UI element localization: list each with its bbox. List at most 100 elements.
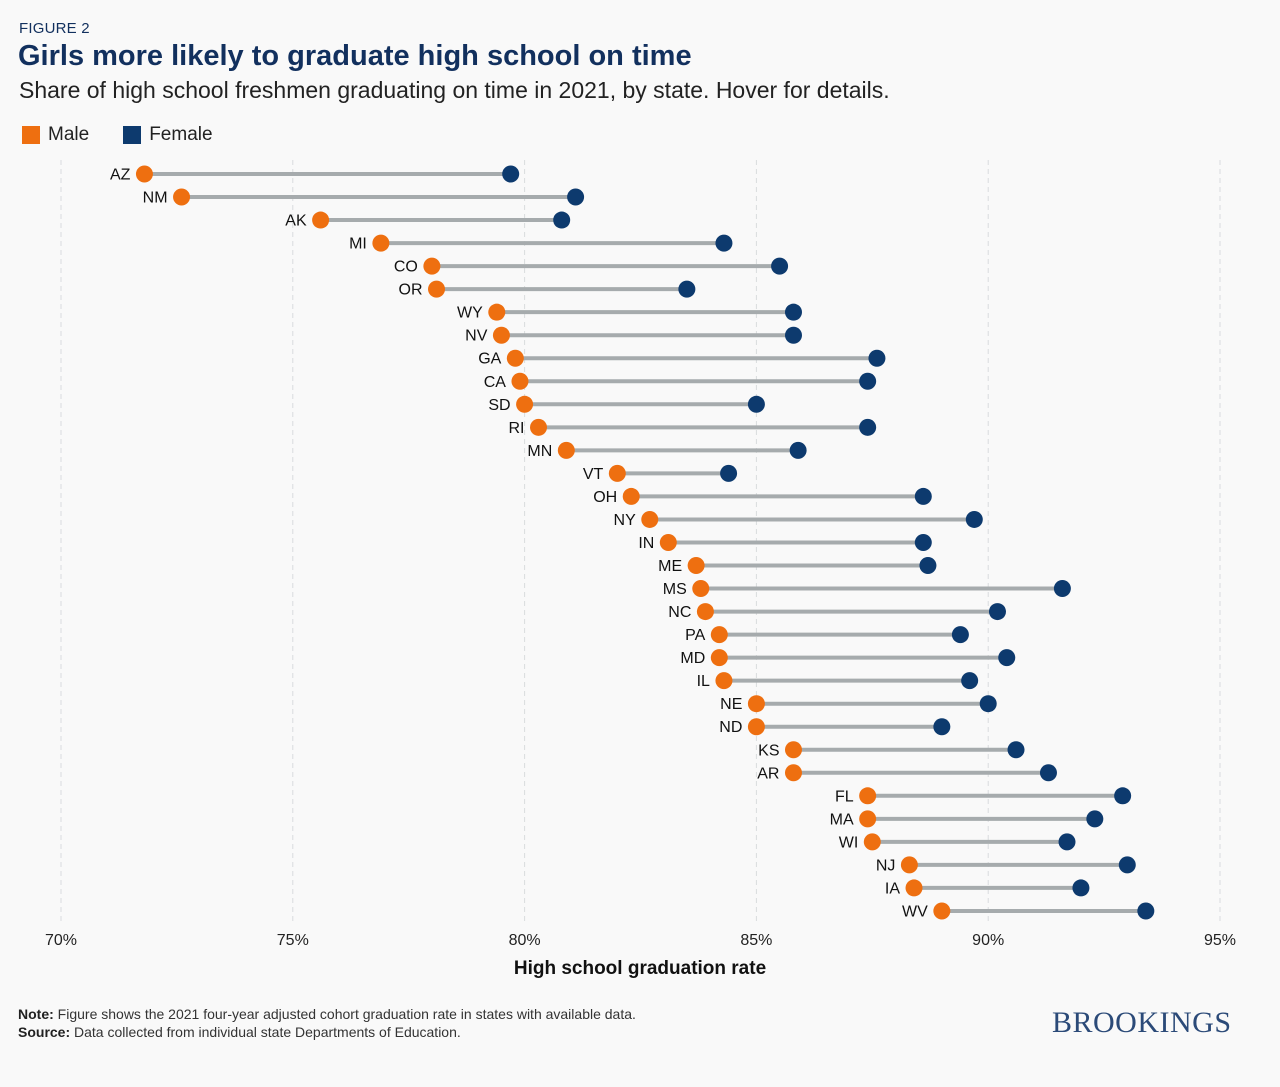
female-point <box>1053 580 1071 598</box>
female-point <box>553 211 571 229</box>
dumbbell-row: IA <box>885 879 1090 897</box>
dumbbell-row: AZ <box>110 165 520 184</box>
legend-swatch-female <box>123 126 142 144</box>
legend-label-female: Female <box>149 124 213 145</box>
dumbbell-row: WY <box>457 303 802 322</box>
dumbbell-row: MI <box>349 234 733 253</box>
female-point <box>914 533 932 551</box>
dumbbell-row: MA <box>830 810 1104 828</box>
legend-label-male: Male <box>48 124 90 145</box>
male-point <box>696 603 714 621</box>
dumbbell-row: SD <box>488 395 765 414</box>
state-label: IA <box>885 880 900 897</box>
dumbbell-row: AR <box>757 764 1057 782</box>
male-point <box>859 810 877 828</box>
male-point <box>784 741 802 759</box>
legend-item-female: Female <box>123 124 213 146</box>
dumbbell-row: MD <box>680 649 1016 667</box>
state-label: PA <box>685 627 705 644</box>
male-point <box>516 395 534 413</box>
source-label: Source: <box>18 1024 71 1040</box>
chart-title: Girls more likely to graduate high schoo… <box>18 40 692 72</box>
dumbbell-row: CA <box>484 372 877 391</box>
x-tick-label: 70% <box>45 932 77 949</box>
state-label: ME <box>658 558 682 575</box>
male-point <box>784 764 802 782</box>
x-axis-title: High school graduation rate <box>513 958 767 979</box>
female-point <box>771 257 789 275</box>
female-point <box>979 695 997 713</box>
state-label: NV <box>465 328 488 345</box>
male-point <box>511 372 529 390</box>
dumbbell-row: NC <box>668 603 1006 621</box>
gridlines <box>60 160 1221 922</box>
state-label: MD <box>680 650 705 667</box>
male-point <box>863 833 881 851</box>
state-label: VT <box>583 466 604 483</box>
male-point <box>312 211 330 229</box>
figure-kicker: FIGURE 2 <box>19 20 90 37</box>
male-point <box>933 902 951 920</box>
source-text: Data collected from individual state Dep… <box>70 1024 461 1040</box>
state-label: IN <box>638 535 654 552</box>
male-point <box>747 718 765 736</box>
male-point <box>859 787 877 805</box>
note-text: Figure shows the 2021 four-year adjusted… <box>53 1006 636 1022</box>
female-point <box>720 464 738 482</box>
female-point <box>502 165 520 183</box>
note-line: Note: Figure shows the 2021 four-year ad… <box>18 1005 636 1023</box>
dumbbell-row: NY <box>614 510 983 529</box>
male-point <box>687 557 705 575</box>
state-label: NM <box>143 190 168 207</box>
x-tick-label: 80% <box>509 932 541 949</box>
male-point <box>747 695 765 713</box>
state-label: KS <box>758 742 779 759</box>
state-label: MI <box>349 236 367 253</box>
legend-swatch-male <box>22 126 40 144</box>
dumbbell-row: KS <box>758 741 1025 759</box>
male-point <box>710 626 728 644</box>
dumbbell-row: NV <box>465 326 802 345</box>
state-label: NC <box>668 604 691 621</box>
male-point <box>488 303 506 321</box>
male-point <box>506 349 524 367</box>
dumbbell-row: WI <box>839 833 1076 851</box>
legend: Male Female <box>22 124 247 146</box>
dumbbell-row: FL <box>835 787 1132 805</box>
female-point <box>998 649 1016 667</box>
female-point <box>965 510 983 528</box>
female-point <box>1137 902 1155 920</box>
male-point <box>372 234 390 252</box>
state-label: WV <box>902 903 928 920</box>
state-label: MA <box>830 811 854 828</box>
male-point <box>135 165 153 183</box>
male-point <box>692 580 710 598</box>
male-point <box>710 649 728 667</box>
female-point <box>1086 810 1104 828</box>
state-label: MN <box>527 443 552 460</box>
dumbbell-row: MN <box>527 441 807 460</box>
dumbbell-row: AK <box>285 211 571 230</box>
state-label: RI <box>509 420 525 437</box>
female-point <box>914 487 932 505</box>
state-label: CO <box>394 259 418 276</box>
state-label: OR <box>399 282 423 299</box>
female-point <box>567 188 585 206</box>
male-point <box>423 257 441 275</box>
chart-notes: Note: Figure shows the 2021 four-year ad… <box>18 1005 636 1041</box>
female-point <box>784 326 802 344</box>
dumbbell-row: PA <box>685 626 969 644</box>
x-axis-ticks: 70% 75% 80% 85% 90% 95% <box>45 932 1236 949</box>
female-point <box>919 557 937 575</box>
state-label: NY <box>614 512 637 529</box>
male-point <box>905 879 923 897</box>
male-point <box>428 280 446 298</box>
brookings-logo: BROOKINGS <box>1052 1006 1232 1039</box>
state-label: IL <box>697 673 710 690</box>
state-label: AK <box>285 213 307 230</box>
x-tick-label: 90% <box>972 932 1004 949</box>
chart-subtitle: Share of high school freshmen graduating… <box>19 77 890 103</box>
female-point <box>868 349 886 367</box>
male-point <box>715 672 733 690</box>
